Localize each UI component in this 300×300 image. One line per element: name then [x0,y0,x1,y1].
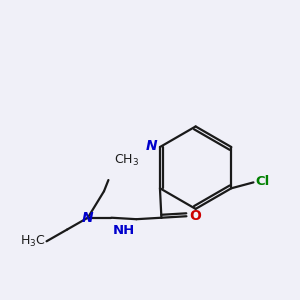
Text: Cl: Cl [255,175,269,188]
Text: N: N [82,211,94,225]
Text: O: O [189,209,201,223]
Text: N: N [146,139,158,153]
Text: H$_3$C: H$_3$C [20,234,45,249]
Text: CH$_3$: CH$_3$ [114,153,139,168]
Text: NH: NH [113,224,135,237]
